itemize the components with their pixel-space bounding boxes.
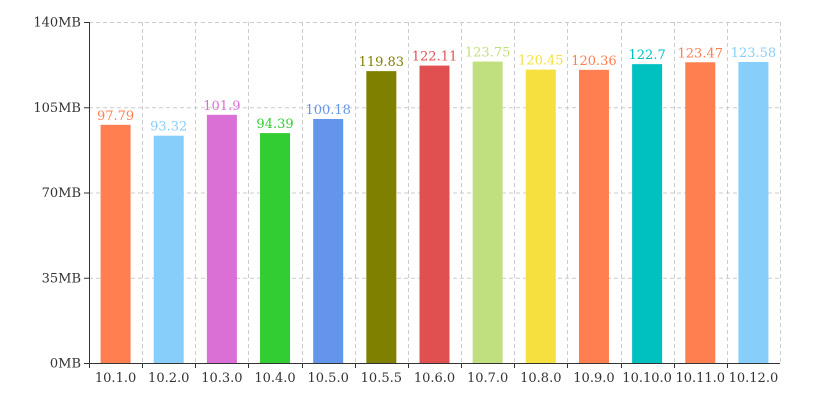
data-label: 120.45 bbox=[518, 54, 564, 69]
bar bbox=[260, 133, 291, 363]
x-tick-label: 10.2.0 bbox=[148, 371, 189, 386]
x-tick-label: 10.3.0 bbox=[201, 371, 242, 386]
x-tick-label: 10.8.0 bbox=[520, 371, 561, 386]
data-label: 122.7 bbox=[629, 48, 666, 63]
bar bbox=[632, 64, 663, 364]
bar bbox=[206, 114, 237, 363]
y-tick-label: 140MB bbox=[33, 16, 81, 31]
bar bbox=[525, 69, 556, 363]
axes bbox=[89, 22, 780, 364]
bar bbox=[153, 135, 184, 363]
x-axis-ticks: 10.1.0 10.2.0 10.3.0 10.4.0 10.5.0 10.5.5 10.6… bbox=[89, 363, 779, 386]
x-tick-label: 10.9.0 bbox=[573, 371, 614, 386]
x-tick-label: 10.11.0 bbox=[675, 371, 725, 386]
bar bbox=[685, 62, 716, 363]
data-label: 123.75 bbox=[465, 46, 511, 61]
x-tick-label: 10.6.0 bbox=[414, 371, 455, 386]
bar bbox=[313, 118, 344, 363]
y-tick-label: 35MB bbox=[42, 271, 81, 286]
bars bbox=[100, 61, 769, 364]
x-tick-label: 10.1.0 bbox=[95, 371, 136, 386]
data-label: 123.47 bbox=[678, 46, 724, 61]
x-tick-label: 10.12.0 bbox=[729, 371, 779, 386]
x-tick-label: 10.5.0 bbox=[308, 371, 349, 386]
y-tick-label: 70MB bbox=[42, 186, 81, 201]
x-tick-label: 10.10.0 bbox=[622, 371, 672, 386]
data-label: 122.11 bbox=[412, 50, 458, 65]
x-tick-label: 10.7.0 bbox=[467, 371, 508, 386]
data-label: 93.32 bbox=[150, 120, 187, 135]
y-tick-label: 105MB bbox=[33, 101, 81, 116]
bar bbox=[100, 124, 131, 364]
data-label: 123.58 bbox=[731, 46, 777, 61]
y-axis-ticks: 0MB 35MB 70MB 105MB 140MB bbox=[33, 16, 89, 372]
bar bbox=[578, 69, 609, 363]
bar bbox=[366, 71, 397, 363]
data-label: 100.18 bbox=[305, 103, 351, 118]
y-tick-label: 0MB bbox=[50, 357, 81, 372]
x-tick-label: 10.5.5 bbox=[361, 371, 402, 386]
data-labels: 97.79 93.32 101.9 94.39 100.18 119.83 122.11 12… bbox=[97, 46, 776, 135]
bar bbox=[738, 61, 769, 364]
bar bbox=[419, 65, 450, 364]
x-tick-label: 10.4.0 bbox=[254, 371, 295, 386]
data-label: 101.9 bbox=[203, 99, 240, 114]
data-label: 119.83 bbox=[359, 55, 405, 70]
grid bbox=[89, 22, 781, 363]
bar bbox=[472, 61, 503, 364]
data-label: 97.79 bbox=[97, 109, 134, 124]
data-label: 120.36 bbox=[571, 54, 617, 69]
data-label: 94.39 bbox=[256, 117, 293, 132]
